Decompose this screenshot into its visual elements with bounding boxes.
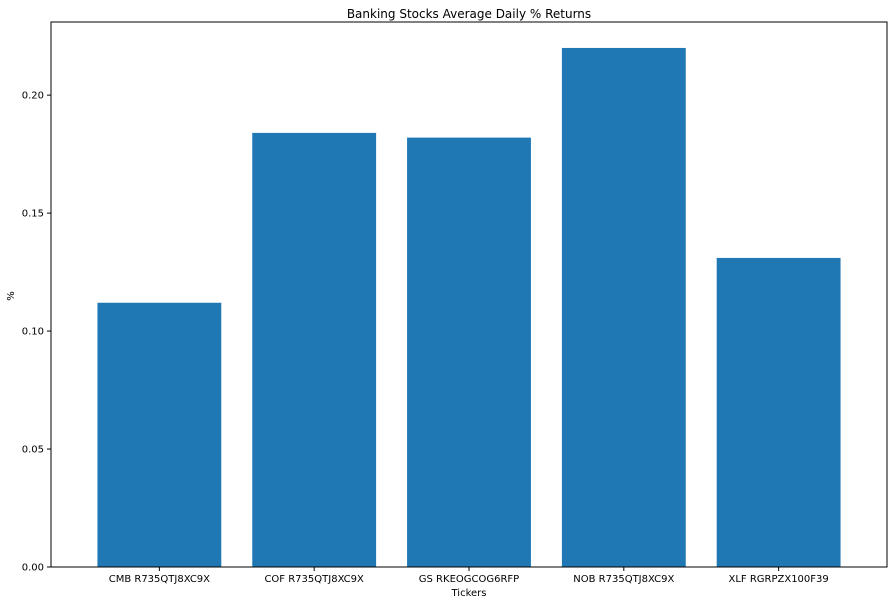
y-ticks-group: 0.00 0.05 0.10 0.15 0.20 (22, 91, 51, 574)
y-tick-label-2: 0.10 (22, 327, 44, 338)
y-axis-label: % (6, 291, 17, 301)
x-ticks-group: CMB R735QTJ8XC9X COF R735QTJ8XC9X GS RKEOG… (109, 567, 829, 585)
x-tick-label-3: NOB R735QTJ8XC9X (573, 574, 674, 585)
x-tick-label-1: COF R735QTJ8XC9X (264, 574, 364, 585)
x-tick-label-4: XLF RGRPZX100F39 (728, 574, 828, 585)
bars-group (97, 47, 841, 568)
x-tick-label-2: GS RKEOGCOG6RFP (419, 574, 519, 585)
y-tick-label-0: 0.00 (22, 563, 44, 574)
bar-4 (716, 257, 841, 567)
bar-0 (97, 302, 222, 567)
y-tick-label-1: 0.05 (22, 445, 44, 456)
plot-frame (50, 21, 888, 568)
chart-title: Banking Stocks Average Daily % Returns (347, 7, 591, 21)
y-tick-label-3: 0.15 (22, 209, 44, 220)
bar-3 (561, 47, 686, 567)
bar-1 (252, 132, 377, 567)
bar-2 (407, 137, 531, 568)
x-axis-label: Tickers (451, 588, 487, 599)
y-tick-label-4: 0.20 (22, 91, 44, 102)
x-tick-label-0: CMB R735QTJ8XC9X (109, 574, 210, 585)
